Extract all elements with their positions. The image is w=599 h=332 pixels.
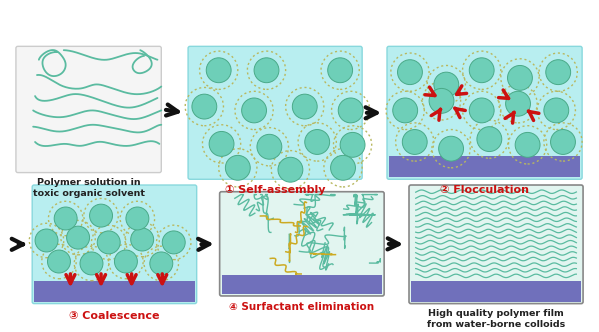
Text: ④ Surfactant elimination: ④ Surfactant elimination (229, 302, 374, 312)
Circle shape (97, 231, 120, 254)
Text: ② Flocculation: ② Flocculation (440, 185, 529, 195)
Bar (222, 275, 382, 294)
Circle shape (225, 155, 250, 180)
FancyBboxPatch shape (220, 192, 384, 296)
Circle shape (340, 132, 365, 157)
Circle shape (126, 207, 149, 230)
Circle shape (331, 155, 355, 180)
Circle shape (305, 129, 329, 154)
FancyBboxPatch shape (32, 185, 196, 303)
Circle shape (469, 98, 494, 123)
Circle shape (206, 58, 231, 83)
Circle shape (398, 60, 422, 85)
Circle shape (507, 65, 533, 90)
Text: Polymer solution in
toxic organic solvent: Polymer solution in toxic organic solven… (32, 178, 144, 198)
Circle shape (150, 252, 173, 275)
Circle shape (429, 88, 454, 113)
Circle shape (254, 58, 279, 83)
Circle shape (66, 226, 90, 249)
FancyBboxPatch shape (387, 46, 582, 179)
Circle shape (162, 231, 185, 254)
Text: ① Self-assembly: ① Self-assembly (225, 185, 325, 195)
Text: High quality polymer film
from water-borne colloids: High quality polymer film from water-bor… (427, 309, 565, 329)
Circle shape (469, 58, 494, 83)
Bar (34, 281, 195, 302)
Circle shape (80, 252, 103, 275)
FancyBboxPatch shape (16, 46, 161, 173)
Circle shape (544, 98, 568, 123)
Circle shape (278, 157, 303, 182)
Circle shape (241, 98, 267, 123)
Circle shape (477, 127, 502, 151)
Circle shape (292, 94, 317, 119)
FancyBboxPatch shape (409, 185, 583, 303)
Bar (389, 156, 580, 177)
Circle shape (515, 132, 540, 157)
Circle shape (506, 91, 531, 116)
Circle shape (257, 134, 282, 159)
Circle shape (328, 58, 353, 83)
Circle shape (338, 98, 363, 123)
Text: ③ Coalescence: ③ Coalescence (69, 311, 160, 321)
Circle shape (47, 250, 71, 273)
Circle shape (192, 94, 217, 119)
Circle shape (114, 250, 137, 273)
Circle shape (434, 72, 459, 97)
Circle shape (403, 129, 427, 154)
Circle shape (209, 131, 234, 156)
Circle shape (90, 204, 113, 227)
FancyBboxPatch shape (188, 46, 362, 179)
Circle shape (393, 98, 418, 123)
Circle shape (438, 136, 464, 161)
Bar (411, 281, 581, 302)
Circle shape (550, 129, 576, 154)
Circle shape (54, 207, 77, 230)
Circle shape (131, 228, 154, 251)
Circle shape (35, 229, 58, 252)
Circle shape (546, 60, 571, 85)
